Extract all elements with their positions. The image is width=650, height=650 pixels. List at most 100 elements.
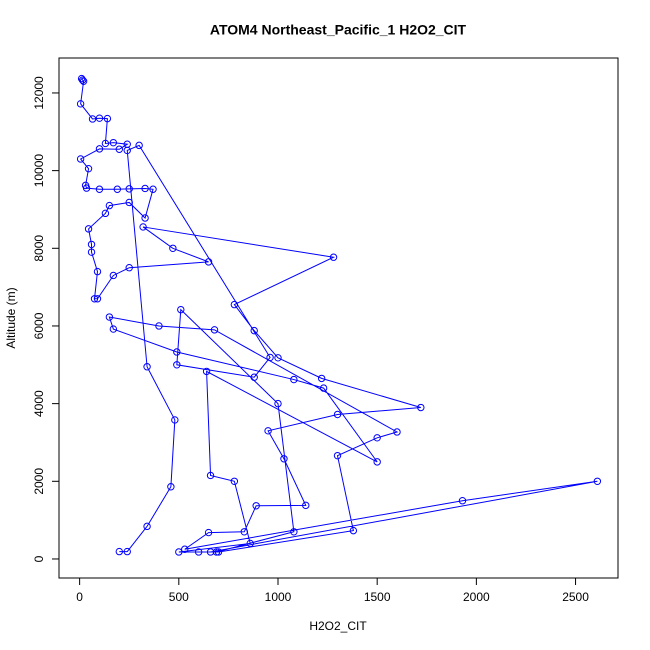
data-point [274,354,282,362]
data-point [135,141,143,150]
data-point [109,271,118,280]
data-point [115,145,124,153]
x-axis-label: H2O2_CIT [309,619,367,633]
data-point [103,114,112,123]
data-point [252,502,260,510]
data-point [88,115,97,123]
y-tick-label: 8000 [32,235,46,262]
data-point [123,547,131,556]
data-point [210,326,219,334]
data-point [125,264,133,272]
data-point [373,458,381,466]
data-point [141,214,149,222]
data-point [250,373,258,381]
data-point [206,471,215,480]
y-axis-label: Altitude (m) [4,287,18,348]
data-point [155,322,163,330]
data-point [333,410,342,419]
data-point [194,548,203,556]
y-tick-label: 0 [32,555,46,562]
data-point [593,477,602,486]
data-point [274,399,282,408]
data-point [125,185,133,193]
data-point [90,295,99,303]
data-point [109,325,118,333]
data-point [115,547,124,556]
x-tick-label: 2500 [562,590,589,604]
y-tick-label: 10000 [32,154,46,188]
data-point [105,201,114,210]
y-tick-label: 6000 [32,312,46,339]
data-point [169,244,177,252]
data-point [302,501,310,510]
data-point [87,248,96,256]
chart-title: ATOM4 Northeast_Pacific_1 H2O2_CIT [210,22,467,38]
data-point [175,548,183,556]
data-point [204,258,213,266]
data-point [143,522,151,531]
data-point [264,427,272,435]
y-tick-label: 12000 [32,76,46,110]
data-point [87,240,96,249]
data-point [84,225,93,233]
data-point [173,348,181,356]
data-point [109,138,118,147]
data-point [230,477,239,486]
y-tick-label: 4000 [32,390,46,417]
data-point [82,184,91,192]
data-point [230,300,239,309]
data-point [139,223,147,231]
data-point [93,267,102,276]
data-point [212,548,221,556]
data-point [240,528,248,536]
x-tick-label: 1500 [364,590,391,604]
data-point [317,374,326,383]
data-line [79,78,598,553]
data-point [149,185,157,193]
data-point [373,434,381,442]
data-point [93,295,102,303]
data-point [458,497,467,505]
data-point [123,146,131,155]
x-tick-label: 1000 [265,590,292,604]
data-point [101,209,110,218]
data-point [250,326,258,335]
data-point [171,416,179,424]
data-point [181,545,189,553]
data-point [173,361,181,369]
data-point [143,363,151,371]
data-point [349,526,358,535]
x-tick-label: 500 [169,590,189,604]
data-point [290,528,298,536]
data-point [202,367,211,376]
data-point [333,451,342,460]
data-point [214,548,223,556]
data-point [167,483,175,491]
data-point [141,184,149,193]
data-point [84,164,93,173]
data-point [393,428,401,436]
data-point [280,455,288,463]
data-point [101,139,110,148]
data-point [95,145,104,153]
data-point [246,539,254,548]
data-point [204,528,213,537]
data-point [95,185,104,193]
x-tick-label: 2000 [463,590,490,604]
data-point [79,77,88,86]
y-tick-label: 2000 [32,468,46,495]
data-point [319,384,328,392]
data-point [76,100,85,108]
data-point [266,353,274,362]
data-point [95,114,104,122]
data-point [78,76,87,84]
data-point [290,375,298,384]
data-point [125,198,133,207]
data-point [76,155,85,163]
data-point [105,313,114,321]
data-point [329,253,338,261]
data-point [177,305,185,314]
data-point [417,403,425,412]
